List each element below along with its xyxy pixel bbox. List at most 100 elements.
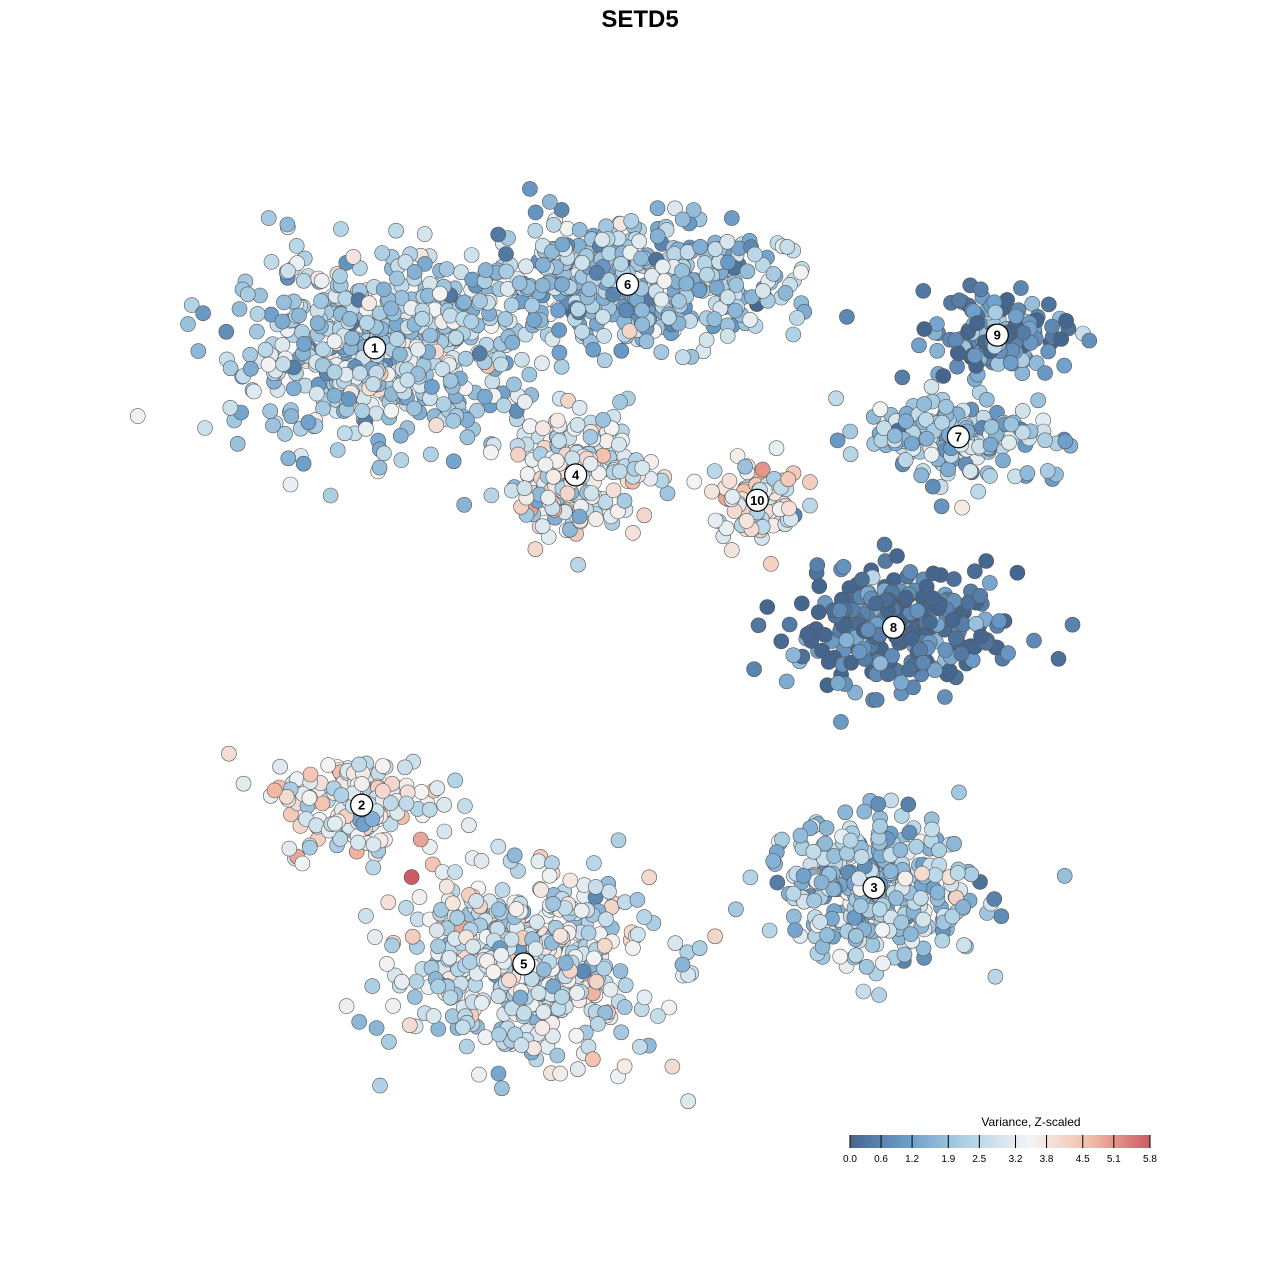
scatter-point-cluster-3 [795,867,812,884]
scatter-point-cluster-1 [434,361,451,377]
scatter-point-cluster-5 [458,1038,475,1055]
scatter-point-cluster-7 [1030,392,1046,409]
scatter-point-cluster-10 [737,458,753,475]
scatter-point-cluster-2 [436,823,453,840]
scatter-point-cluster-7 [894,369,911,386]
scatter-point-cluster-3 [825,881,842,898]
scatter-point-cluster-8 [778,673,795,690]
scatter-point-cluster-1 [263,254,280,270]
scatter-point-cluster-6 [594,231,611,248]
scatter-point-cluster-5 [471,1066,487,1083]
scatter-point-cluster-5 [404,928,421,945]
scatter-point-cluster-1 [361,295,377,312]
scatter-point-cluster-1 [345,249,362,265]
scatter-point-cluster-1 [276,294,292,311]
scatter-point-cluster-1 [313,293,329,309]
scatter-point-cluster-7 [898,413,914,430]
scatter-point-cluster-6 [623,213,640,229]
scatter-point-cluster-7 [923,446,940,463]
scatter-point-cluster-5 [407,989,423,1005]
cluster-label-text: 2 [358,798,365,813]
scatter-point-cluster-1 [471,345,488,362]
scatter-point-cluster-5 [629,892,646,908]
scatter-point-cluster-2 [278,788,295,805]
scatter-point-cluster-1 [242,346,258,363]
cluster-label-text: 3 [870,880,877,895]
scatter-point-cluster-3 [806,892,822,909]
scatter-point-cluster-6 [698,332,715,348]
scatter-point-cluster-6 [727,302,744,319]
scatter-point-cluster-8 [944,612,961,628]
scatter-point-cluster-5 [612,963,629,979]
cluster-label-badge [985,323,1009,347]
scatter-point-cluster-1 [410,341,426,358]
scatter-point-cluster-3 [874,921,891,938]
scatter-point-cluster-5 [401,1017,418,1033]
scatter-point-cluster-1 [534,355,550,372]
scatter-point-cluster-4 [549,412,566,429]
scatter-point-cluster-1 [463,247,480,263]
scatter-point-cluster-9 [1053,331,1069,347]
scatter-point-cluster-5 [490,838,507,855]
scatter-point-cluster-3 [986,891,1003,907]
legend-title: Variance, Z-scaled [981,1115,1080,1129]
scatter-point-cluster-8 [810,604,827,621]
scatter-point-cluster-3 [872,818,888,835]
scatter-point-cluster-7 [933,498,950,515]
scatter-point-cluster-3 [787,922,803,938]
scatter-point-cluster-5 [351,1014,368,1030]
scatter-point-cluster-6 [571,222,588,238]
scatter-point-cluster-5 [529,914,545,931]
scatter-point-cluster-5 [569,1061,586,1077]
scatter-point-cluster-3 [915,940,932,957]
scatter-point-cluster-1 [295,455,312,472]
scatter-point-cluster-6 [613,256,629,272]
scatter-point-cluster-3 [769,874,786,891]
scatter-point-cluster-5 [490,988,507,1005]
scatter-point-cluster-1 [274,337,291,353]
scatter-point-cluster-8 [981,575,998,591]
scatter-point-cluster-9 [1058,312,1074,329]
scatter-point-cluster-4 [483,487,500,504]
scatter-point-cluster-9 [1013,280,1029,296]
scatter-point-cluster-3 [987,968,1004,985]
scatter-point-cluster-6 [675,349,691,366]
scatter-point-cluster-3 [853,849,870,865]
scatter-point-cluster-1 [180,316,196,332]
scatter-point-cluster-8 [937,642,954,658]
scatter-point-cluster-6 [653,291,670,308]
scatter-point-cluster-3 [915,911,932,928]
scatter-point-cluster-5 [385,998,401,1014]
scatter-point-cluster-1 [422,446,439,463]
scatter-point-cluster-10 [802,497,818,514]
scatter-point-cluster-8 [759,599,776,615]
scatter-point-cluster-8 [1009,564,1026,581]
scatter-point-cluster-4 [522,418,538,435]
scatter-point-cluster-5 [516,1005,532,1021]
scatter-point-cluster-1 [283,408,300,425]
scatter-point-cluster-5 [557,955,574,971]
scatter-point-cluster-3 [852,898,869,914]
scatter-point-cluster-3 [875,955,891,972]
scatter-point-cluster-1 [358,420,374,437]
scatter-point-cluster-5 [541,867,558,884]
scatter-point-cluster-1 [296,335,312,352]
scatter-point-cluster-8 [937,689,953,705]
scatter-point-cluster-6 [634,302,650,319]
scatter-point-cluster-9 [1056,357,1072,374]
scatter-point-cluster-1 [406,400,423,417]
scatter-point-cluster-5 [587,879,604,895]
scatter-point-cluster-8 [915,654,932,671]
scatter-point-cluster-7 [970,483,987,500]
scatter-point-cluster-10 [768,440,785,457]
scatter-point-cluster-2 [436,796,453,813]
scatter-point-cluster-6 [755,283,771,299]
scatter-point-cluster-5 [596,960,612,977]
chart-title: SETD5 [601,6,678,33]
scatter-point-cluster-4 [519,466,536,483]
scatter-point-cluster-6 [671,293,687,309]
scatter-point-cluster-1 [336,425,353,442]
scatter-point-cluster-4 [545,468,562,485]
scatter-point-cluster-6 [553,202,570,218]
scatter-point-cluster-2 [412,831,429,848]
